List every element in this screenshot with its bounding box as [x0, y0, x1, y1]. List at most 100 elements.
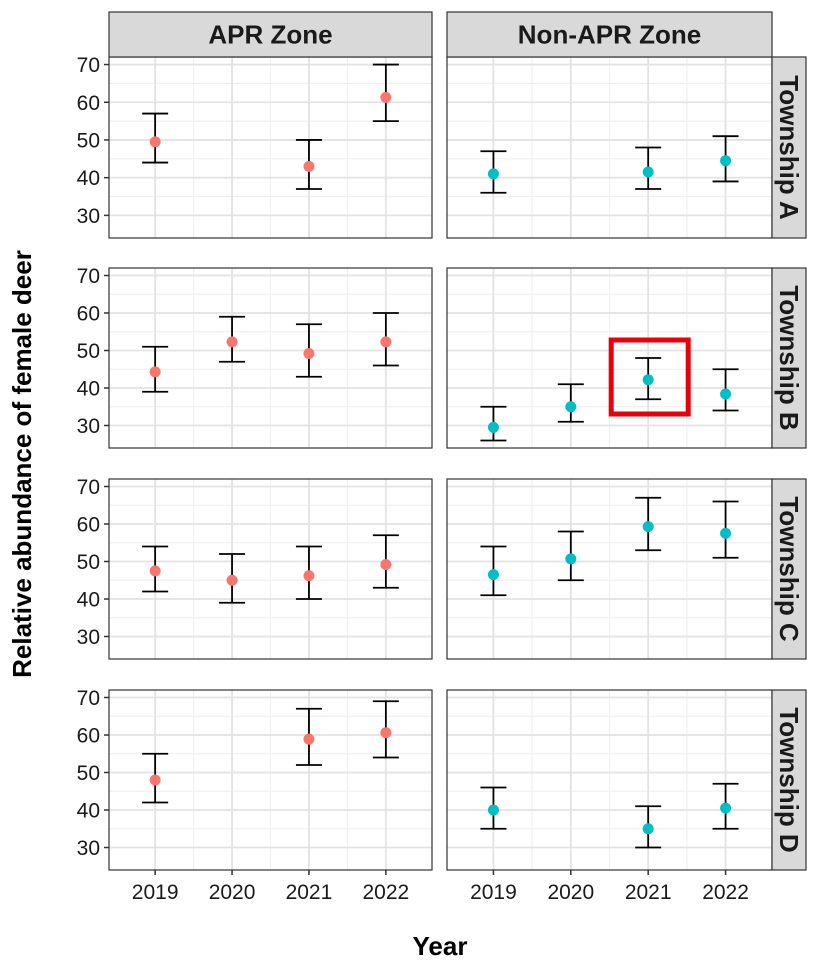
strip-township-b: Township B — [771, 267, 807, 449]
x-tick-label: 2021 — [286, 881, 333, 904]
point-marker — [720, 527, 732, 539]
point-marker — [380, 91, 392, 103]
strip-township-d: Township D — [771, 689, 807, 871]
strips-layer: APR Zone Non-APR Zone Township A Township B… — [108, 11, 807, 871]
panel-township-a-apr-zone — [108, 56, 433, 239]
x-tick-label: 2019 — [132, 881, 179, 904]
x-tick-label: 2021 — [625, 881, 672, 904]
point-marker — [642, 374, 654, 386]
point-marker — [149, 774, 161, 786]
strip-label-non-apr-zone: Non-APR Zone — [518, 20, 701, 50]
point-marker — [720, 155, 732, 167]
y-tick-label: 50 — [77, 340, 100, 363]
point-marker — [720, 802, 732, 814]
panel-township-c-apr-zone — [108, 478, 433, 660]
data-point-township-c-non-apr-zone-2019 — [480, 545, 507, 597]
point-marker — [303, 348, 315, 359]
x-tick-label: 2022 — [702, 881, 749, 904]
data-point-township-b-non-apr-zone-2022 — [712, 368, 739, 412]
y-tick-label: 40 — [77, 167, 100, 190]
strip-non-apr-zone: Non-APR Zone — [446, 11, 773, 58]
point-marker — [149, 366, 161, 378]
data-point-township-b-apr-zone-2022 — [372, 312, 399, 367]
data-point-township-c-apr-zone-2019 — [142, 545, 169, 593]
panels-layer — [108, 56, 773, 871]
point-marker — [226, 336, 238, 348]
y-tick-label: 70 — [77, 687, 100, 710]
strip-label-apr-zone: APR Zone — [208, 20, 332, 50]
data-point-township-a-non-apr-zone-2022 — [712, 135, 739, 183]
x-tick-label: 2022 — [362, 881, 409, 904]
data-point-township-b-apr-zone-2019 — [142, 345, 169, 393]
y-axis-title: Relative abundance of female deer — [7, 250, 37, 678]
y-tick-label: 70 — [77, 476, 100, 499]
y-tick-label: 40 — [77, 800, 100, 823]
data-point-township-c-non-apr-zone-2022 — [712, 500, 739, 559]
strip-township-c: Township C — [771, 478, 807, 660]
point-marker — [642, 166, 654, 178]
strip-label-township-c: Township C — [774, 496, 804, 642]
data-point-township-d-apr-zone-2021 — [295, 707, 322, 766]
point-marker — [149, 565, 161, 577]
point-marker — [380, 336, 392, 348]
panel-border — [108, 267, 433, 449]
x-tick-label: 2020 — [209, 881, 256, 904]
strip-label-township-a: Township A — [774, 75, 804, 220]
y-tick-label: 50 — [77, 129, 100, 152]
panel-border — [108, 689, 433, 871]
data-point-township-a-apr-zone-2019 — [142, 112, 169, 164]
panel-border — [108, 478, 433, 660]
strip-background — [771, 56, 807, 239]
point-marker — [487, 804, 499, 816]
point-marker — [303, 570, 315, 582]
x-tick-label: 2019 — [470, 881, 517, 904]
data-point-township-c-apr-zone-2021 — [295, 545, 322, 600]
point-marker — [380, 727, 392, 739]
panel-township-a-non-apr-zone — [446, 56, 773, 239]
point-marker — [149, 136, 161, 148]
x-axis-title: Year — [413, 931, 468, 961]
data-point-township-b-non-apr-zone-2019 — [480, 405, 507, 442]
strip-background — [108, 11, 433, 58]
y-tick-label: 50 — [77, 551, 100, 574]
data-point-township-d-non-apr-zone-2021 — [635, 805, 662, 849]
strip-label-township-d: Township D — [774, 707, 804, 852]
strip-background — [771, 689, 807, 871]
data-point-township-b-apr-zone-2021 — [295, 323, 322, 378]
y-tick-label: 30 — [77, 837, 100, 860]
point-marker — [642, 521, 654, 533]
y-tick-label: 60 — [77, 725, 100, 748]
y-tick-label: 60 — [77, 514, 100, 537]
panel-township-c-non-apr-zone — [446, 478, 773, 660]
y-tick-label: 70 — [77, 54, 100, 77]
point-marker — [226, 574, 238, 586]
data-point-township-b-non-apr-zone-2020 — [557, 383, 584, 423]
data-point-township-b-non-apr-zone-2021 — [635, 357, 662, 401]
panel-township-d-non-apr-zone — [446, 689, 773, 871]
point-marker — [380, 559, 392, 570]
data-point-township-c-apr-zone-2020 — [219, 553, 246, 604]
point-marker — [487, 421, 499, 433]
y-tick-label: 60 — [77, 303, 100, 326]
strip-label-township-b: Township B — [774, 285, 804, 430]
point-marker — [565, 401, 577, 413]
data-point-township-b-apr-zone-2020 — [219, 315, 246, 363]
marks-layer — [142, 63, 739, 849]
y-tick-label: 40 — [77, 378, 100, 401]
data-point-township-a-non-apr-zone-2019 — [480, 150, 507, 194]
data-point-township-c-non-apr-zone-2021 — [635, 496, 662, 552]
y-tick-label: 30 — [77, 626, 100, 649]
x-tick-label: 2020 — [547, 881, 594, 904]
point-marker — [642, 823, 654, 835]
point-marker — [565, 553, 577, 565]
y-tick-label: 30 — [77, 205, 100, 228]
point-marker — [487, 168, 499, 180]
data-point-township-d-apr-zone-2019 — [142, 752, 169, 804]
data-point-township-a-non-apr-zone-2021 — [635, 146, 662, 190]
point-marker — [303, 160, 315, 172]
strip-background — [446, 11, 773, 58]
y-tick-label: 40 — [77, 589, 100, 612]
data-point-township-d-apr-zone-2022 — [372, 700, 399, 759]
